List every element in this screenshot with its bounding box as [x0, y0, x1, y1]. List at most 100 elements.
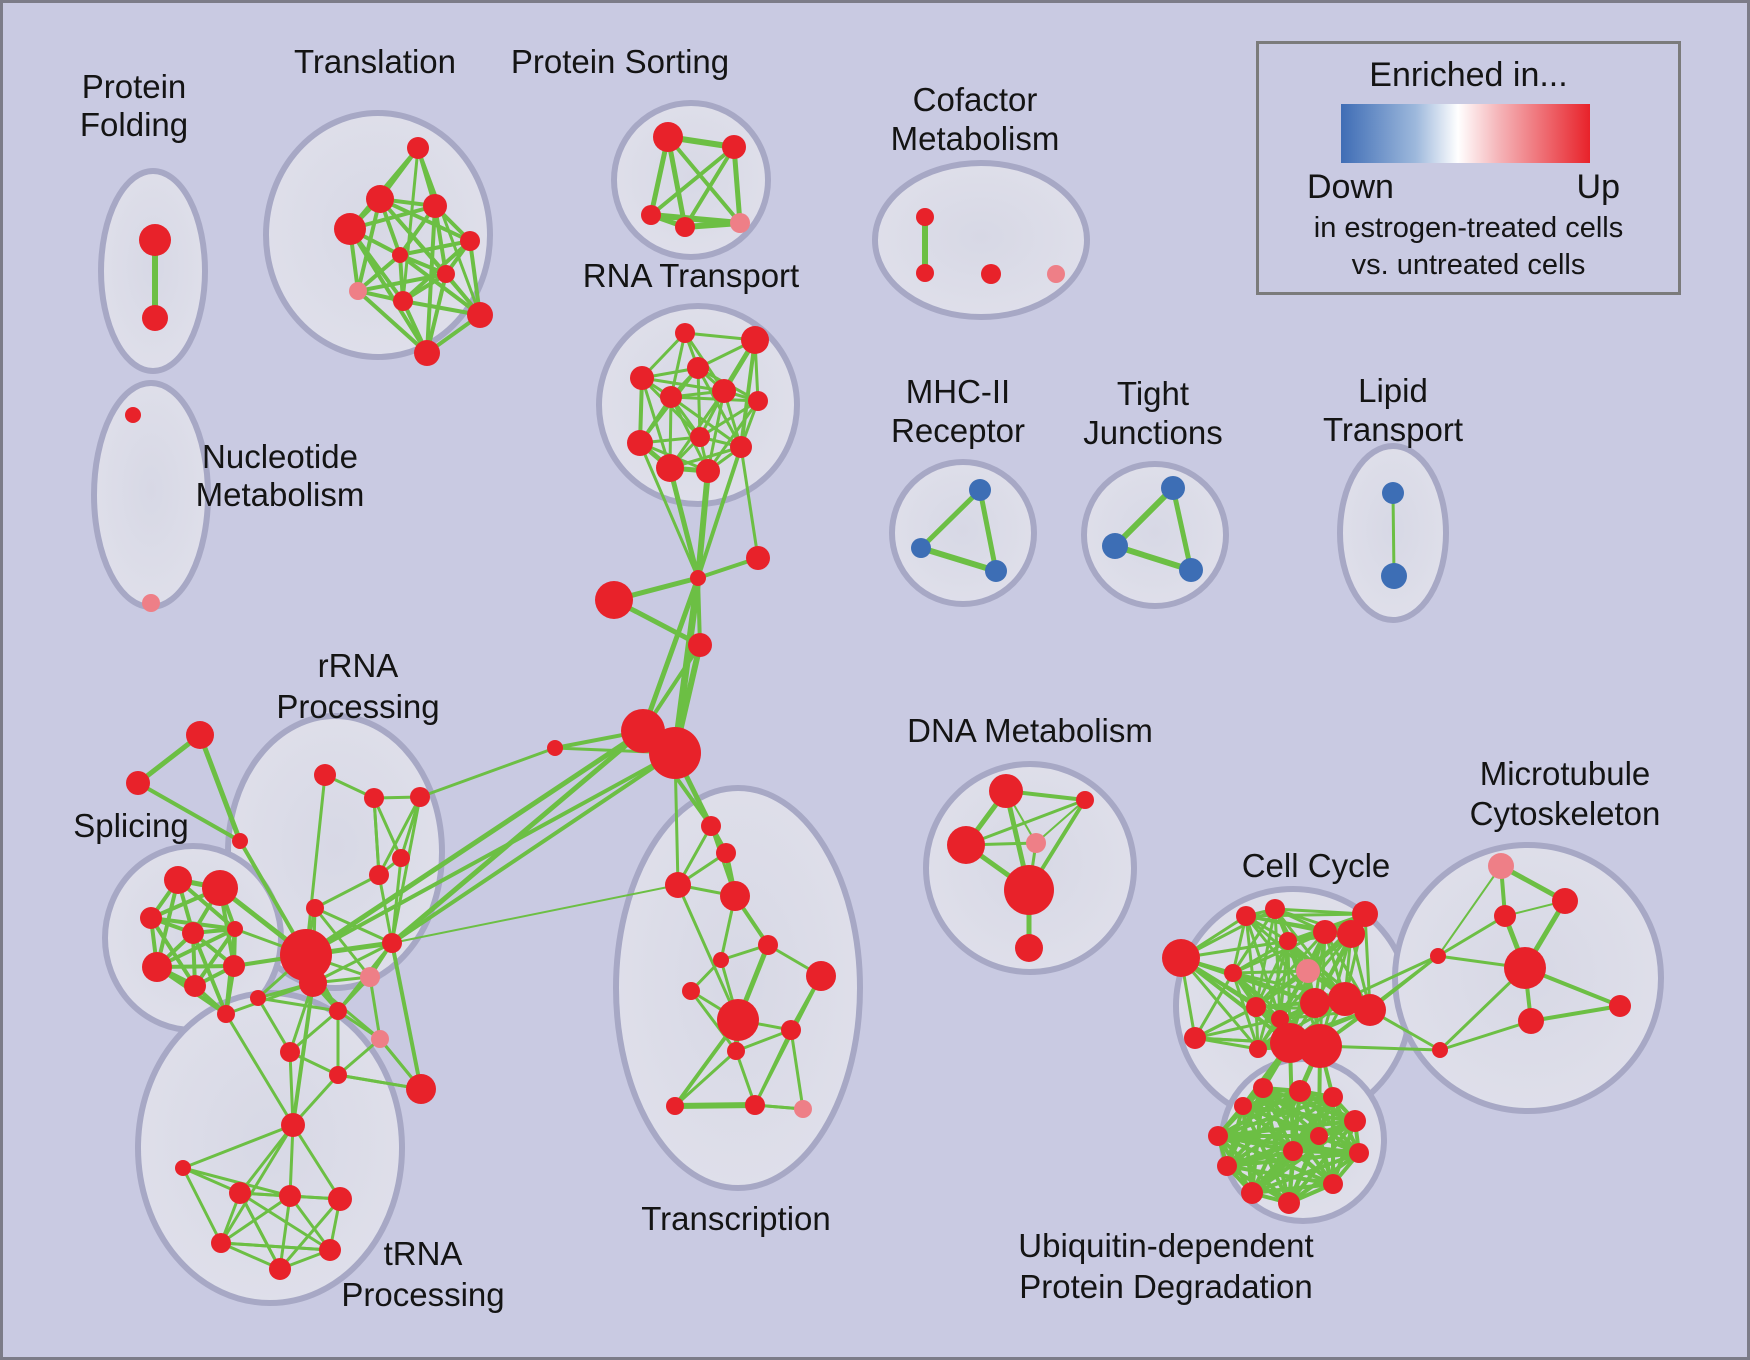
node-rna-transport-1[interactable] [741, 326, 769, 354]
node-translation-3[interactable] [334, 213, 366, 245]
node-rna-transport-11[interactable] [696, 459, 720, 483]
edge-mhc-ii-receptor[interactable] [918, 545, 999, 574]
edge-microtubule-cytoskeleton[interactable] [1436, 914, 1507, 958]
node-rrna-processing-9[interactable] [382, 933, 402, 953]
node-lipid-transport-0[interactable] [1382, 482, 1404, 504]
node-cell-cycle-9[interactable] [1246, 997, 1266, 1017]
edge-rrna-processing[interactable] [390, 941, 423, 1091]
node-cofactor-metabolism-2[interactable] [981, 264, 1001, 284]
edge-rna-transport[interactable] [706, 399, 760, 473]
node-rna-transport-0[interactable] [675, 323, 695, 343]
edge-rna-transport[interactable] [706, 389, 726, 473]
edge-transcription[interactable] [789, 1028, 805, 1111]
edge-trna-processing[interactable] [219, 1241, 332, 1252]
edge-ubiquitin-degradation[interactable] [1225, 1095, 1335, 1168]
edge-protein-sorting[interactable] [683, 145, 736, 229]
edge-translation[interactable] [401, 146, 420, 303]
node-nucleotide-metabolism-1[interactable] [142, 594, 160, 612]
node-translation-4[interactable] [460, 231, 480, 251]
node-triangle-group-1[interactable] [126, 771, 150, 795]
node-transcription-1[interactable] [716, 843, 736, 863]
node-microtubule-cytoskeleton-0[interactable] [1488, 853, 1514, 879]
node-translation-10[interactable] [414, 340, 440, 366]
edge-cell-cycle[interactable] [1231, 930, 1327, 975]
node-splicing-6[interactable] [184, 975, 206, 997]
node-cell-cycle-13[interactable] [1354, 994, 1386, 1026]
node-rna-transport-4[interactable] [660, 386, 682, 408]
node-nucleotide-metabolism-0[interactable] [125, 407, 141, 423]
node-translation-5[interactable] [392, 247, 408, 263]
node-ubiquitin-degradation-8[interactable] [1241, 1182, 1263, 1204]
node-cell-cycle-12[interactable] [1328, 982, 1362, 1016]
edge-translation[interactable] [398, 239, 472, 257]
edge-dna-metabolism[interactable] [1035, 799, 1086, 844]
node-cell-cycle-11[interactable] [1300, 988, 1330, 1018]
edge-tight-junctions[interactable] [1170, 485, 1194, 573]
edge-microtubule-cytoskeleton[interactable] [1529, 1004, 1622, 1023]
edge-translation[interactable] [348, 227, 429, 355]
node-rna-transport-6[interactable] [748, 391, 768, 411]
node-rrna-processing-13[interactable] [329, 1066, 347, 1084]
node-transcription-10[interactable] [727, 1042, 745, 1060]
node-protein-sorting-4[interactable] [730, 213, 750, 233]
node-backbone-0[interactable] [690, 570, 706, 586]
edge-transcription[interactable] [672, 1102, 758, 1109]
edge-cell-cycle[interactable] [1179, 956, 1317, 1005]
node-trna-processing-0[interactable] [281, 1113, 305, 1137]
edge-rrna-processing[interactable] [368, 975, 382, 1041]
node-rrna-processing-3[interactable] [306, 899, 324, 917]
node-backbone-1[interactable] [746, 546, 770, 570]
node-ubiquitin-degradation-2[interactable] [1234, 1097, 1252, 1115]
edge-cell-cycle[interactable] [1193, 1005, 1258, 1040]
edge-transcription[interactable] [689, 989, 738, 1053]
node-cell-cycle-17[interactable] [1224, 964, 1242, 982]
node-backbone-5[interactable] [649, 727, 701, 779]
node-cofactor-metabolism-0[interactable] [916, 208, 934, 226]
edge-tight-junctions[interactable] [1112, 543, 1194, 573]
edge-rrna-processing[interactable] [288, 1009, 340, 1054]
node-rrna-processing-11[interactable] [371, 1030, 389, 1048]
node-protein-sorting-1[interactable] [722, 135, 746, 159]
node-tight-junctions-1[interactable] [1102, 533, 1128, 559]
node-cell-cycle-0[interactable] [1162, 939, 1200, 977]
edge-dna-metabolism[interactable] [964, 798, 1087, 847]
edge-cell-cycle[interactable] [1179, 956, 1292, 1045]
edge-rrna-processing[interactable] [313, 906, 372, 979]
node-microtubule-cytoskeleton-6[interactable] [1430, 948, 1446, 964]
node-transcription-7[interactable] [682, 982, 700, 1000]
edge-cell-cycle[interactable] [1363, 912, 1372, 1012]
node-microtubule-cytoskeleton-5[interactable] [1609, 995, 1631, 1017]
node-transcription-11[interactable] [666, 1097, 684, 1115]
node-protein-folding-0[interactable] [139, 224, 171, 256]
edge-rrna-processing[interactable] [377, 795, 422, 877]
node-protein-sorting-3[interactable] [675, 217, 695, 237]
node-transcription-9[interactable] [781, 1020, 801, 1040]
node-dna-metabolism-3[interactable] [1026, 833, 1046, 853]
node-rrna-processing-4[interactable] [392, 849, 410, 867]
edge-cell-cycle[interactable] [1273, 907, 1367, 916]
node-backbone-6[interactable] [547, 740, 563, 756]
edge-backbone--rrna-processing[interactable] [303, 728, 646, 958]
edge-trna-processing[interactable] [181, 1166, 223, 1245]
edge-triangle-group[interactable] [136, 781, 242, 843]
node-splicing-4[interactable] [227, 921, 243, 937]
node-translation-0[interactable] [407, 137, 429, 159]
node-rna-transport-9[interactable] [730, 436, 752, 458]
node-splicing-2[interactable] [140, 907, 162, 929]
edge-ubiquitin-degradation[interactable] [1250, 1151, 1361, 1195]
edge-rrna-processing[interactable] [311, 941, 394, 985]
node-mhc-ii-receptor-1[interactable] [911, 538, 931, 558]
node-transcription-13[interactable] [794, 1100, 812, 1118]
edge-trna-processing[interactable] [238, 1191, 282, 1271]
node-rrna-processing-6[interactable] [280, 929, 332, 981]
node-splicing-1[interactable] [202, 870, 238, 906]
edge-splicing--trna-processing[interactable] [224, 1012, 295, 1127]
edge-ubiquitin-degradation[interactable] [1225, 1164, 1335, 1186]
node-rrna-processing-2[interactable] [410, 787, 430, 807]
node-rna-transport-2[interactable] [687, 357, 709, 379]
node-trna-processing-1[interactable] [175, 1160, 191, 1176]
node-rrna-processing-15[interactable] [250, 990, 266, 1006]
node-ubiquitin-degradation-0[interactable] [1253, 1078, 1273, 1098]
edge-rrna-processing--trna-processing[interactable] [291, 981, 315, 1127]
node-cell-cycle-1[interactable] [1184, 1027, 1206, 1049]
